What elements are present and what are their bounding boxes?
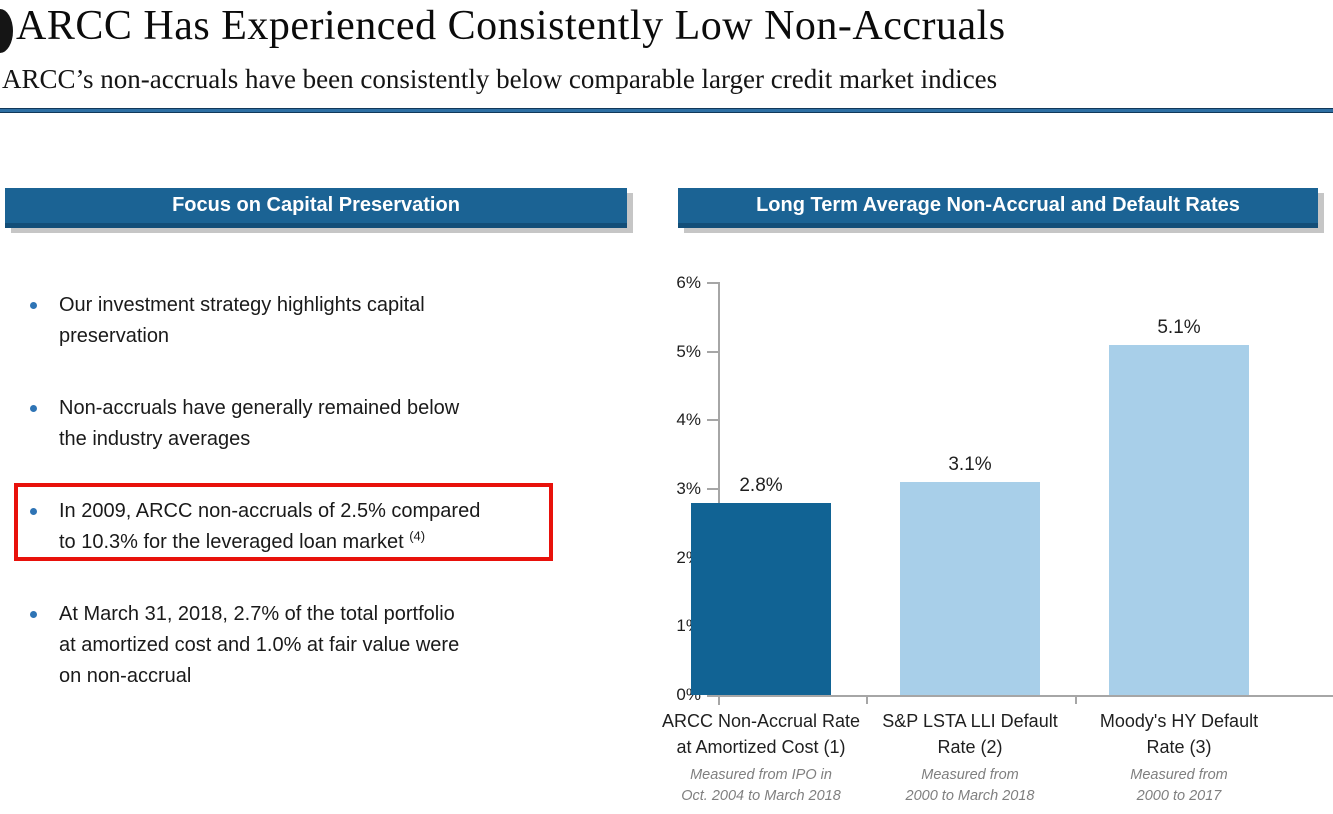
y-axis-tick (707, 350, 720, 353)
category-label: S&P LSTA LLI Default Rate (2) (882, 711, 1058, 757)
slide-title: ARCC Has Experienced Consistently Low No… (16, 3, 1006, 49)
left-panel-header-label: Focus on Capital Preservation (172, 194, 460, 216)
bar-chart: 0% 1% 2% 3% 4% 5% 6% 2.8% ARCC Non-Accrual Rate a… (656, 262, 1333, 814)
y-axis-line (718, 283, 720, 705)
bullet-list: Our investment strategy highlights capit… (14, 290, 567, 733)
y-axis-tick (707, 419, 720, 422)
bar-value-label: 3.1% (948, 454, 992, 476)
bullet-item: Our investment strategy highlights capit… (22, 290, 567, 352)
bullet-item: At March 31, 2018, 2.7% of the total por… (22, 599, 567, 692)
footnote-reference: (4) (409, 528, 426, 544)
category-label: ARCC Non-Accrual Rate at Amortized Cost (… (661, 711, 861, 757)
category-label: Moody's HY Default Rate (3) (1099, 711, 1259, 757)
right-panel-header-label: Long Term Average Non-Accrual and Defaul… (756, 194, 1240, 216)
title-divider (0, 108, 1333, 113)
category-caption: Measured from 2000 to March 2018 (905, 767, 1035, 804)
y-axis-label: 6% (676, 273, 701, 292)
bar-1 (691, 502, 831, 695)
y-axis-label: 5% (676, 341, 701, 361)
bar-3 (1109, 344, 1249, 695)
bar-value-label: 2.8% (739, 474, 783, 496)
edge-mark-decoration (0, 9, 13, 53)
bar-2 (900, 482, 1040, 695)
x-axis-line (707, 695, 1333, 697)
x-axis-tick (1074, 695, 1077, 704)
bar-value-label: 5.1% (1157, 316, 1201, 338)
right-panel-header: Long Term Average Non-Accrual and Defaul… (678, 188, 1318, 228)
bullet-item: Non-accruals have generally remained bel… (22, 393, 567, 455)
y-axis-label: 3% (676, 479, 701, 498)
bullet-item-highlighted: In 2009, ARCC non-accruals of 2.5% compa… (14, 483, 567, 561)
x-axis-tick (865, 695, 868, 704)
category-caption: Measured from 2000 to 2017 (1130, 767, 1228, 804)
y-axis-tick (707, 488, 720, 490)
y-axis-tick (707, 282, 720, 284)
y-axis-label: 4% (676, 410, 701, 430)
category-caption: Measured from IPO in Oct. 2004 to March 2… (681, 767, 841, 804)
slide-subtitle: ARCC’s non-accruals have been consistent… (2, 64, 998, 94)
left-panel-header: Focus on Capital Preservation (5, 188, 627, 228)
